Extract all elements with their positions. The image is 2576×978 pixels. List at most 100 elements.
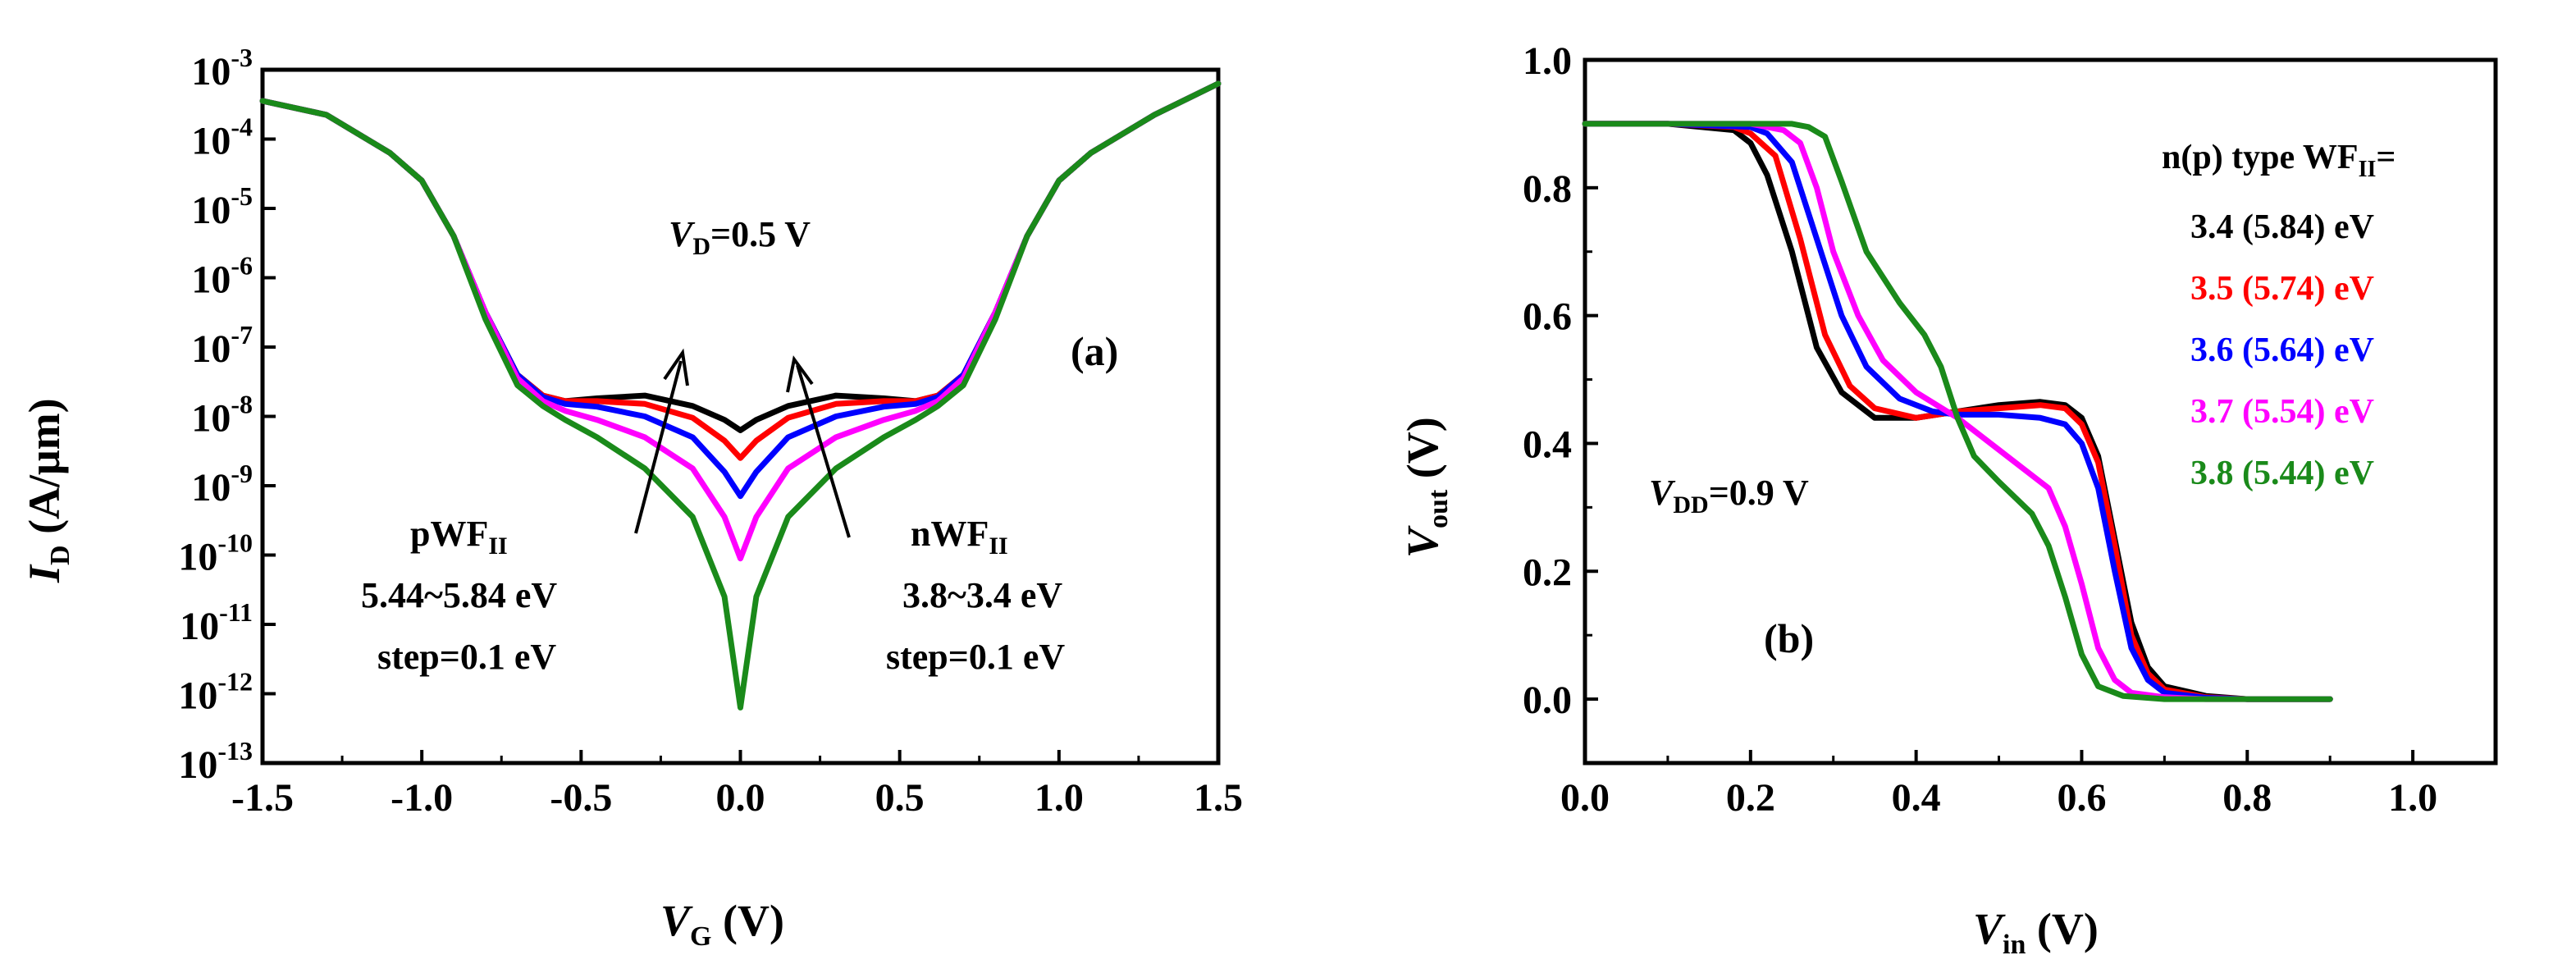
vdd-annotation: VDD=0.9 V [1649, 473, 1809, 519]
a-series-line [259, 80, 1222, 500]
vd-rest: =0.5 V [710, 214, 811, 254]
arrow-right-shaft [796, 364, 851, 538]
b-y-tick-label: 0.8 [1523, 167, 1572, 211]
legend-title: n(p) type WFII= [2162, 139, 2396, 182]
b-y-unit: (V) [1398, 417, 1447, 489]
b-series-line [1582, 121, 2333, 702]
nwf-range: 3.8~3.4 eV [902, 575, 1062, 615]
panel-b-x-title: Vin (V) [1973, 904, 2099, 960]
a-y-tick-label: 10-10 [178, 528, 253, 579]
a-x-tick-label: 1.0 [1035, 776, 1084, 820]
legend-title-sub: II [2359, 157, 2377, 182]
panel-b-frame [1583, 57, 2498, 765]
a-x-unit: (V) [711, 896, 783, 945]
a-y-unit: (A/μm) [20, 398, 69, 545]
nwf-label: nWFII [911, 514, 1008, 560]
legend-title-main: n(p) type WF [2162, 139, 2359, 176]
b-y-tick-label: 0.0 [1523, 679, 1572, 722]
nwf-sub: II [989, 532, 1007, 560]
pwf-main: pWF [410, 514, 488, 554]
panel-a-label: (a) [1071, 328, 1118, 374]
a-y-tick-label: 10-8 [191, 390, 253, 441]
arrow-left-head [663, 348, 689, 386]
a-y-tick-label: 10-7 [191, 320, 253, 371]
a-y-tick-label: 10-6 [191, 251, 253, 302]
panel-a-curves [259, 80, 1222, 711]
pwf-step: step=0.1 eV [377, 637, 556, 677]
b-series-line [1582, 121, 2333, 702]
panel-b-y-ticks: 0.0 0.2 0.4 0.6 0.8 1.0 [1523, 39, 1598, 765]
b-x-tick-label: 0.4 [1892, 776, 1941, 820]
panel-b-chart: 0.0 0.2 0.4 0.6 0.8 1.0 0.00.20.40.60.81.0 VD… [1398, 39, 2498, 960]
b-y-sub: out [1423, 489, 1454, 528]
b-x-main: V [1973, 904, 2006, 953]
a-x-sub: G [690, 921, 711, 952]
a-y-tick-label: 10-4 [191, 112, 253, 163]
panel-b-x-ticks: 0.0 0.2 0.4 0.6 0.8 1.0 [1560, 750, 2497, 820]
b-y-main: V [1398, 525, 1447, 558]
a-series-line [259, 80, 1222, 461]
vd-main: V [669, 214, 696, 254]
panel-b-label: (b) [1764, 615, 1814, 661]
b-series-line [1582, 121, 2333, 702]
a-x-tick-label: 0.5 [875, 776, 925, 820]
panel-a-y-ticks: 10-3 10-4 10-5 10-6 10-7 10-8 10-9 10-10 10-11 10… [178, 43, 276, 787]
b-y-tick-label: 1.0 [1523, 39, 1572, 83]
panel-a-x-title: VG (V) [660, 896, 784, 952]
legend-title-end: = [2376, 139, 2396, 176]
a-y-tick-label: 10-9 [191, 459, 253, 510]
legend: 3.4 (5.84) eV 3.5 (5.74) eV 3.6 (5.64) eV 3… [2190, 208, 2374, 492]
b-x-tick-label: 0.8 [2222, 776, 2272, 820]
a-y-tick-label: 10-13 [178, 736, 253, 787]
legend-item: 3.7 (5.54) eV [2190, 393, 2374, 431]
pwf-range: 5.44~5.84 eV [361, 575, 557, 615]
b-series-line [1582, 121, 2333, 702]
vd-sub: D [692, 233, 710, 260]
vdd-sub: DD [1673, 491, 1708, 519]
a-y-tick-label: 10-11 [180, 597, 253, 648]
a-y-tick-label: 10-5 [191, 181, 253, 232]
panel-a-x-ticks: -1.5 -1.0 -0.5 0.0 0.5 1.0 1.5 [231, 750, 1243, 820]
arrow-left-shaft [634, 360, 683, 534]
a-x-tick-label: -1.0 [391, 776, 453, 820]
a-x-tick-label: 1.5 [1194, 776, 1243, 820]
b-x-tick-label: 1.0 [2388, 776, 2437, 820]
legend-item: 3.5 (5.74) eV [2190, 270, 2374, 308]
b-series-line [1582, 121, 2333, 702]
panel-a-chart: -1.5 -1.0 -0.5 0.0 0.5 1.0 1.5 10-310-410-510-… [20, 43, 1243, 952]
legend-item: 3.6 (5.64) eV [2190, 331, 2374, 369]
b-y-tick-label: 0.4 [1523, 423, 1572, 466]
b-y-tick-label: 0.2 [1523, 551, 1572, 594]
panel-a-arrows [634, 348, 851, 538]
panel-b-y-title: Vout (V) [1398, 417, 1454, 558]
legend-item: 3.4 (5.84) eV [2190, 208, 2374, 246]
b-x-tick-label: 0.2 [1726, 776, 1775, 820]
a-y-tick-label: 10-12 [178, 667, 253, 718]
a-x-tick-label: -0.5 [550, 776, 612, 820]
b-y-tick-label: 0.6 [1523, 295, 1572, 339]
b-x-sub: in [2003, 930, 2026, 960]
panel-a-y-title: ID (A/μm) [20, 398, 75, 583]
a-y-main: I [20, 564, 69, 583]
legend-item: 3.8 (5.44) eV [2190, 455, 2374, 492]
a-x-tick-label: -1.5 [231, 776, 294, 820]
vdd-rest: =0.9 V [1709, 473, 1809, 513]
a-series-line [259, 80, 1222, 433]
pwf-sub: II [488, 532, 507, 560]
a-series-line [259, 80, 1222, 562]
panel-b-curves [1582, 121, 2333, 702]
a-series-line [259, 80, 1222, 711]
a-x-main: V [660, 896, 693, 945]
pwf-label: pWFII [410, 514, 508, 560]
vd-annotation: VD=0.5 V [669, 214, 811, 260]
nwf-main: nWF [911, 514, 989, 554]
vdd-main: V [1649, 473, 1676, 513]
a-y-sub: D [45, 545, 75, 565]
b-x-tick-label: 0.6 [2057, 776, 2106, 820]
arrow-right-head [786, 355, 814, 393]
b-x-tick-label: 0.0 [1560, 776, 1610, 820]
b-x-unit: (V) [2026, 904, 2098, 953]
a-y-tick-label: 10-3 [191, 43, 253, 94]
a-x-tick-label: 0.0 [716, 776, 765, 820]
